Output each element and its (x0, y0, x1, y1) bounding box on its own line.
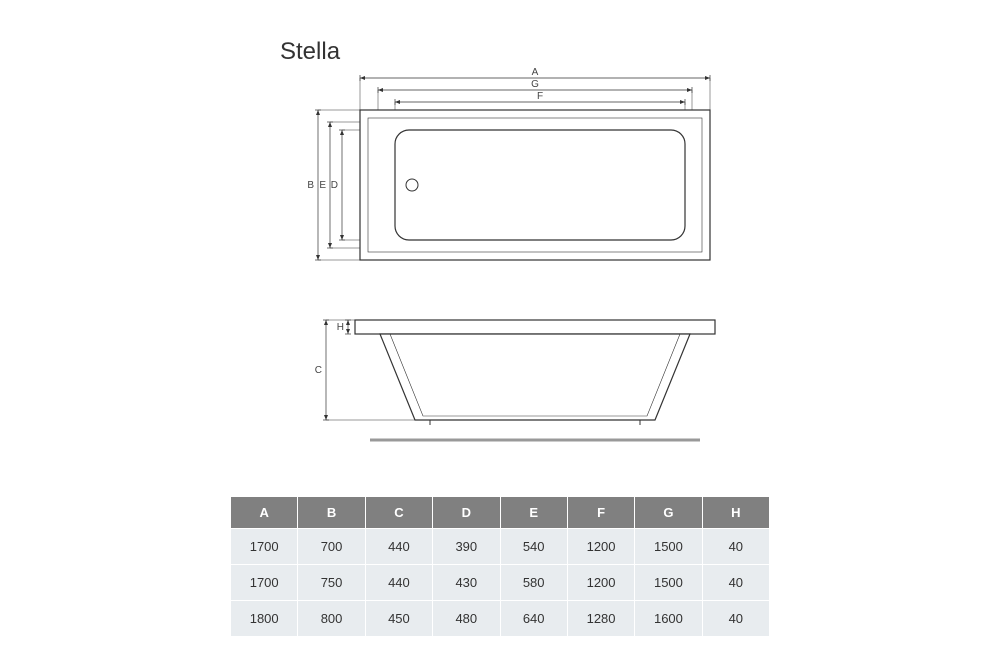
table-cell: 700 (298, 529, 365, 565)
table-cell: 480 (433, 601, 500, 637)
technical-drawing: AGF BED C H (300, 50, 740, 470)
dimensions-table: ABCDEFGH 1700700440390540120015004017007… (230, 496, 770, 637)
svg-text:E: E (319, 180, 326, 191)
table-cell: 1700 (231, 529, 298, 565)
table-cell: 540 (500, 529, 567, 565)
col-header: H (702, 497, 769, 529)
col-header: B (298, 497, 365, 529)
svg-text:D: D (331, 180, 338, 191)
col-header: A (231, 497, 298, 529)
table-cell: 750 (298, 565, 365, 601)
table-cell: 1700 (231, 565, 298, 601)
table-cell: 1500 (635, 529, 702, 565)
table-cell: 440 (365, 529, 432, 565)
table-cell: 1200 (567, 565, 634, 601)
table-cell: 430 (433, 565, 500, 601)
table-cell: 1600 (635, 601, 702, 637)
svg-text:G: G (531, 79, 539, 90)
table-cell: 450 (365, 601, 432, 637)
col-header: G (635, 497, 702, 529)
col-header: E (500, 497, 567, 529)
col-header: D (433, 497, 500, 529)
table-cell: 800 (298, 601, 365, 637)
svg-text:A: A (532, 67, 539, 78)
table-row: 17007004403905401200150040 (231, 529, 770, 565)
table-cell: 1200 (567, 529, 634, 565)
table-cell: 440 (365, 565, 432, 601)
svg-text:B: B (307, 180, 314, 191)
svg-text:C: C (315, 365, 322, 376)
table-cell: 40 (702, 601, 769, 637)
table-cell: 640 (500, 601, 567, 637)
table-cell: 40 (702, 565, 769, 601)
svg-text:H: H (337, 322, 344, 333)
dimensions-table-container: ABCDEFGH 1700700440390540120015004017007… (230, 496, 770, 637)
table-cell: 580 (500, 565, 567, 601)
col-header: F (567, 497, 634, 529)
table-cell: 1500 (635, 565, 702, 601)
col-header: C (365, 497, 432, 529)
table-row: 18008004504806401280160040 (231, 601, 770, 637)
table-cell: 1280 (567, 601, 634, 637)
table-cell: 390 (433, 529, 500, 565)
table-cell: 40 (702, 529, 769, 565)
table-row: 17007504404305801200150040 (231, 565, 770, 601)
table-cell: 1800 (231, 601, 298, 637)
svg-text:F: F (537, 91, 543, 102)
